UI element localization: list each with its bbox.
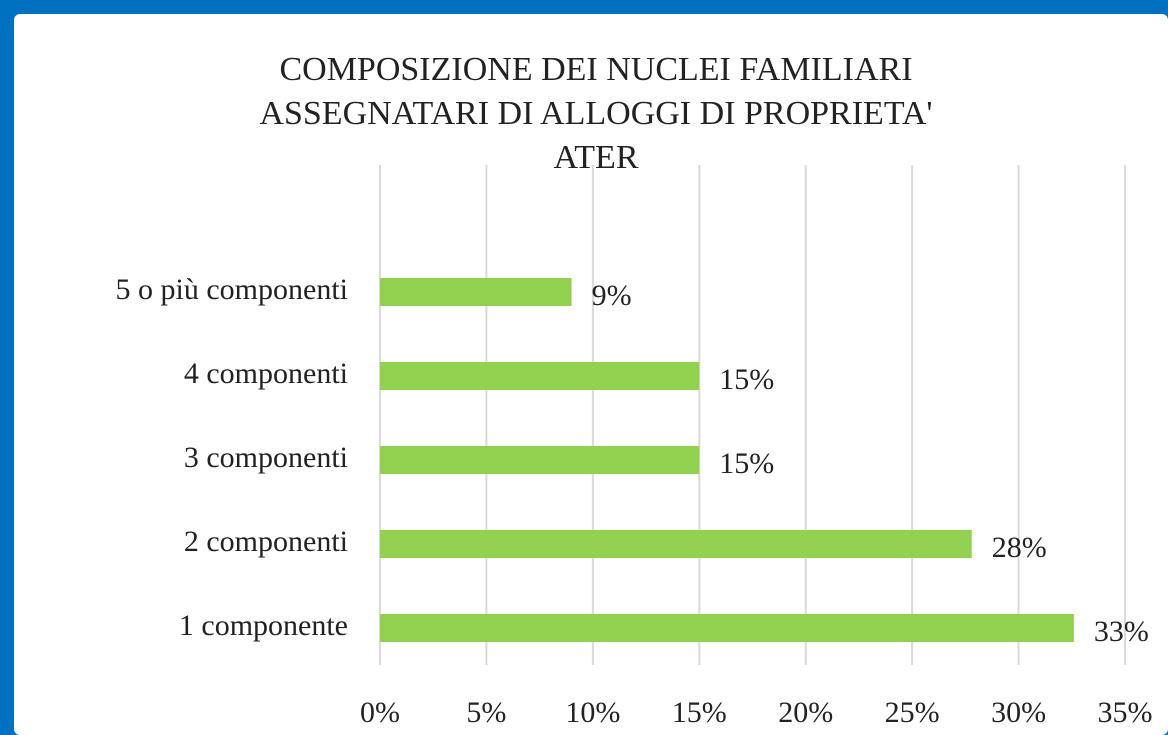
x-tick-label: 15%: [672, 696, 727, 729]
x-tick-label: 0%: [360, 696, 400, 729]
bar: [380, 446, 700, 474]
chart-title: ASSEGNATARI DI ALLOGGI DI PROPRIETA': [259, 95, 932, 132]
chart-title: COMPOSIZIONE DEI NUCLEI FAMILIARI: [279, 51, 912, 88]
x-tick-label: 20%: [778, 696, 833, 729]
data-label: 33%: [1094, 615, 1149, 648]
bar: [380, 278, 572, 306]
data-label: 28%: [992, 531, 1047, 564]
y-tick-label: 5 o più componenti: [116, 273, 348, 306]
y-tick-label: 2 componenti: [184, 525, 348, 558]
bar: [380, 530, 972, 558]
x-tick-label: 5%: [466, 696, 506, 729]
y-tick-label: 3 componenti: [184, 441, 348, 474]
x-tick-label: 35%: [1098, 696, 1153, 729]
y-tick-label: 4 componenti: [184, 357, 348, 390]
chart-title: ATER: [554, 139, 639, 176]
data-label: 9%: [592, 279, 632, 312]
x-tick-label: 10%: [565, 696, 620, 729]
data-label: 15%: [719, 447, 774, 480]
data-label: 15%: [719, 363, 774, 396]
x-tick-label: 30%: [991, 696, 1046, 729]
y-tick-label: 1 componente: [179, 609, 348, 642]
x-tick-label: 25%: [885, 696, 940, 729]
bar: [380, 614, 1074, 642]
bar: [380, 362, 700, 390]
